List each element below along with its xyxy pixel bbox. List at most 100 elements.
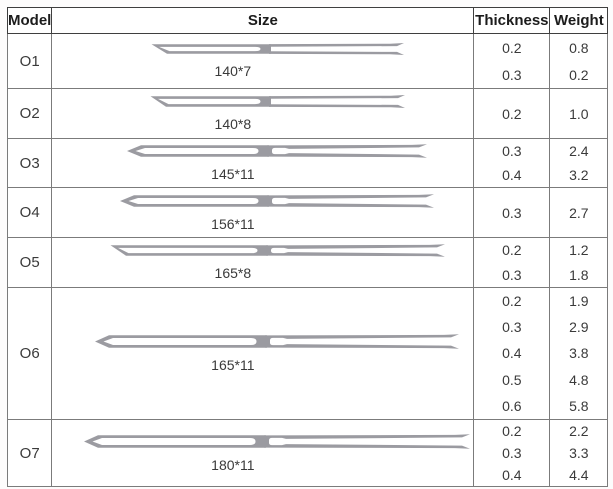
- col-header-weight: Weight: [549, 7, 609, 34]
- model-cell: O2: [6, 88, 53, 139]
- twin-prong-tool-graphic: [150, 95, 405, 108]
- weight-value: 2.7: [569, 204, 589, 221]
- table-row: O5 165*8 0.2 0.3 1.2 1.8: [6, 237, 609, 288]
- weight-stack: 1.9 2.9 3.8 4.8 5.8: [551, 289, 607, 419]
- table-row: O7 180*11 0.2 0.3 0.4 2.2 3.3 4.4: [6, 419, 609, 487]
- thickness-cell: 0.2 0.3 0.4 0.5 0.6: [473, 287, 551, 420]
- table-row: O3 145*11 0.3 0.4 2.4 3.2: [6, 138, 609, 188]
- size-cell: 140*7: [51, 33, 475, 89]
- weight-value: 4.4: [569, 467, 589, 483]
- weight-value: 3.3: [569, 445, 589, 461]
- twin-prong-tool-graphic: [94, 334, 459, 349]
- thickness-value: 0.2: [502, 105, 522, 122]
- weight-value: 2.2: [569, 423, 589, 439]
- size-cell: 165*11: [51, 287, 475, 420]
- twin-prong-tool-graphic: [126, 144, 427, 158]
- model-cell: O3: [6, 138, 53, 188]
- model-cell: O6: [6, 287, 53, 420]
- thickness-stack: 0.3: [475, 189, 549, 237]
- weight-cell: 2.2 3.3 4.4: [549, 419, 609, 487]
- size-cell-content: 165*8: [53, 239, 473, 287]
- col-header-model: Model: [6, 7, 53, 34]
- thickness-value: 0.5: [502, 371, 522, 388]
- size-label: 165*8: [214, 265, 252, 281]
- weight-value: 1.0: [569, 105, 589, 122]
- thickness-stack: 0.2 0.3 0.4: [475, 421, 549, 486]
- twin-prong-tool-graphic: [110, 244, 445, 257]
- product-spec-table: Model Size Thickness Weight O1 140*7 0.2 0.…: [6, 7, 609, 487]
- size-cell: 165*8: [51, 237, 475, 288]
- size-cell: 140*8: [51, 88, 475, 139]
- thickness-stack: 0.3 0.4: [475, 140, 549, 187]
- weight-value: 1.9: [569, 293, 589, 310]
- size-cell: 180*11: [51, 419, 475, 487]
- weight-stack: 2.7: [551, 189, 607, 237]
- weight-value: 2.4: [569, 143, 589, 159]
- weight-stack: 1.2 1.8: [551, 239, 607, 287]
- thickness-stack: 0.2: [475, 90, 549, 138]
- thickness-cell: 0.3: [473, 187, 551, 238]
- weight-value: 2.9: [569, 319, 589, 336]
- size-cell: 145*11: [51, 138, 475, 188]
- thickness-value: 0.2: [502, 293, 522, 310]
- model-cell: O1: [6, 33, 53, 89]
- weight-cell: 2.7: [549, 187, 609, 238]
- weight-cell: 1.0: [549, 88, 609, 139]
- weight-value: 3.8: [569, 345, 589, 362]
- table-row: O4 156*11 0.3 2.7: [6, 187, 609, 238]
- thickness-value: 0.2: [502, 423, 522, 439]
- thickness-cell: 0.3 0.4: [473, 138, 551, 188]
- thickness-value: 0.3: [502, 66, 522, 83]
- size-label: 145*11: [211, 166, 255, 182]
- table-row: O2 140*8 0.2 1.0: [6, 88, 609, 139]
- header-row: Model Size Thickness Weight: [6, 7, 609, 34]
- thickness-value: 0.3: [502, 266, 522, 283]
- size-cell-content: 140*7: [53, 35, 473, 88]
- size-cell: 156*11: [51, 187, 475, 238]
- weight-value: 0.2: [569, 66, 589, 83]
- weight-value: 1.2: [569, 242, 589, 259]
- weight-value: 1.8: [569, 266, 589, 283]
- col-header-size: Size: [51, 7, 475, 34]
- weight-stack: 1.0: [551, 90, 607, 138]
- size-cell-content: 180*11: [53, 421, 473, 486]
- table-row: O6 165*11 0.2 0.3 0.4 0.5 0.6 1.9 2.9 3.8 4.8 5.8: [6, 287, 609, 420]
- thickness-value: 0.6: [502, 397, 522, 414]
- thickness-cell: 0.2 0.3 0.4: [473, 419, 551, 487]
- weight-stack: 2.4 3.2: [551, 140, 607, 187]
- weight-stack: 0.8 0.2: [551, 35, 607, 88]
- thickness-stack: 0.2 0.3: [475, 35, 549, 88]
- twin-prong-tool-graphic: [119, 193, 434, 208]
- thickness-value: 0.4: [502, 345, 522, 362]
- weight-cell: 1.9 2.9 3.8 4.8 5.8: [549, 287, 609, 420]
- thickness-value: 0.2: [502, 242, 522, 259]
- table-body: O1 140*7 0.2 0.3 0.8 0.2 O2 140*8 0.2 1.0 O3 145*11…: [6, 33, 609, 487]
- weight-value: 0.8: [569, 39, 589, 56]
- weight-cell: 0.8 0.2: [549, 33, 609, 89]
- size-label: 156*11: [211, 215, 255, 232]
- table-row: O1 140*7 0.2 0.3 0.8 0.2: [6, 33, 609, 89]
- weight-value: 5.8: [569, 397, 589, 414]
- size-cell-content: 165*11: [53, 289, 473, 419]
- thickness-value: 0.4: [502, 167, 522, 183]
- size-cell-content: 145*11: [53, 140, 473, 187]
- thickness-cell: 0.2: [473, 88, 551, 139]
- size-label: 140*8: [214, 116, 252, 132]
- weight-cell: 2.4 3.2: [549, 138, 609, 188]
- size-label: 140*7: [214, 63, 252, 79]
- weight-value: 3.2: [569, 167, 589, 183]
- twin-prong-tool-graphic: [83, 433, 470, 449]
- thickness-stack: 0.2 0.3: [475, 239, 549, 287]
- weight-stack: 2.2 3.3 4.4: [551, 421, 607, 486]
- model-cell: O4: [6, 187, 53, 238]
- table-header: Model Size Thickness Weight: [6, 7, 609, 34]
- size-label: 180*11: [211, 456, 255, 473]
- weight-value: 4.8: [569, 371, 589, 388]
- thickness-value: 0.3: [502, 445, 522, 461]
- thickness-cell: 0.2 0.3: [473, 237, 551, 288]
- weight-cell: 1.2 1.8: [549, 237, 609, 288]
- model-cell: O5: [6, 237, 53, 288]
- thickness-stack: 0.2 0.3 0.4 0.5 0.6: [475, 289, 549, 419]
- thickness-value: 0.2: [502, 39, 522, 56]
- size-label: 165*11: [211, 357, 255, 373]
